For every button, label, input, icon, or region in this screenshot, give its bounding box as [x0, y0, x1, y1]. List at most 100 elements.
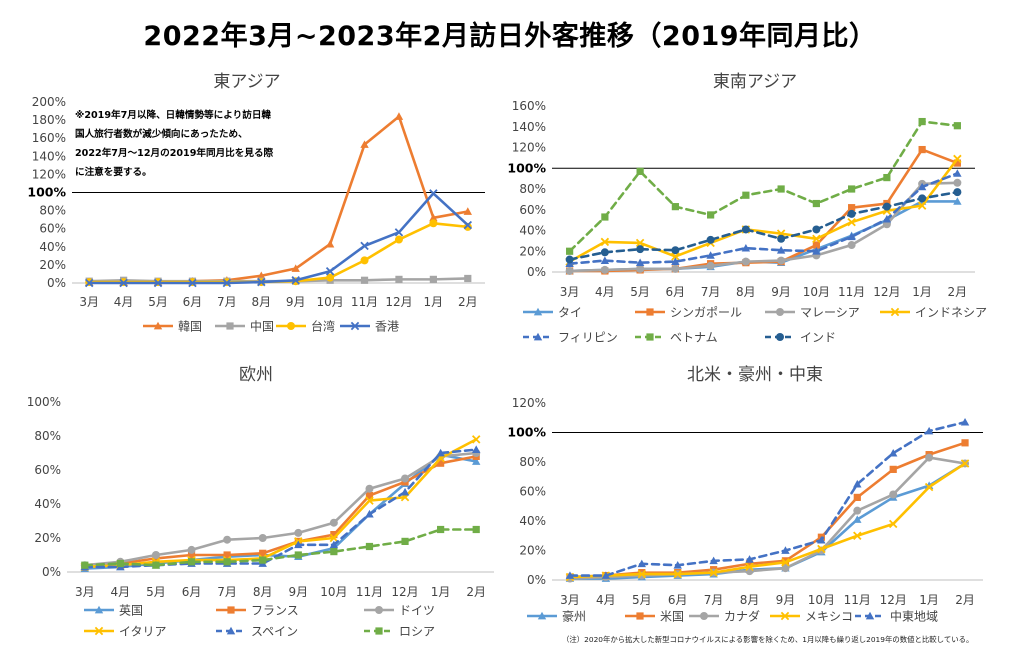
data-point — [223, 558, 231, 566]
series-line — [568, 157, 959, 263]
legend-marker — [776, 333, 784, 341]
chart-note-line: ※2019年7月以降、日韓情勢等により訪日韓 — [75, 109, 271, 121]
data-point — [222, 278, 232, 288]
data-point — [882, 202, 891, 211]
x-tick-label: 4月 — [595, 285, 615, 299]
series-line — [568, 420, 967, 577]
chart-europe: 欧州 0% 20% 40% 60% 80% 100% 3月 4月 5月 6月 7月 8月 9月 10月 11月… — [27, 365, 494, 639]
legend-label: イタリア — [119, 625, 167, 639]
series-1 — [566, 145, 961, 275]
legend-label: 豪州 — [562, 609, 586, 624]
data-point — [84, 278, 94, 288]
data-point — [153, 278, 163, 288]
data-point — [847, 241, 856, 250]
legend-item: 米国 — [625, 610, 684, 624]
legend-item: 豪州 — [527, 609, 586, 624]
x-tick-label: 8月 — [251, 295, 271, 309]
data-point — [365, 491, 374, 500]
data-point — [960, 417, 970, 426]
data-point — [600, 265, 609, 274]
data-point — [953, 197, 962, 205]
x-tick-label: 2月 — [955, 593, 975, 607]
data-point — [637, 571, 646, 580]
data-point — [745, 562, 754, 571]
data-point — [437, 459, 445, 467]
x-tick-label: 8月 — [253, 585, 273, 599]
y-tick-label: 100% — [27, 185, 66, 200]
y-tick-label: 80% — [39, 204, 66, 218]
x-tick-label: 12月 — [385, 295, 412, 309]
data-point — [853, 531, 862, 540]
x-tick-label: 5月 — [632, 593, 652, 607]
series-line — [83, 451, 478, 567]
data-point — [706, 261, 715, 270]
legend-label: スペイン — [251, 625, 298, 639]
data-point — [812, 225, 821, 234]
y-tick-label: 180% — [32, 113, 66, 127]
legend-item: 中東地域 — [855, 609, 938, 624]
data-point — [671, 252, 680, 261]
chart-panel-southeast-asia: 東南アジア 0% 20% 40% 60% 80% 100% 120% 140% 160% 3月 4月 5… — [505, 62, 1010, 357]
data-point — [953, 154, 962, 164]
y-tick-label: 0% — [47, 276, 66, 290]
legend-item: 中国 — [215, 319, 274, 334]
data-point — [360, 256, 369, 265]
legend-item: メキシコ — [770, 610, 853, 624]
data-point — [401, 537, 409, 545]
y-tick-label: 160% — [32, 131, 66, 145]
x-tick-label: 11月 — [844, 593, 871, 607]
data-point — [188, 278, 197, 288]
data-point — [151, 551, 160, 559]
data-point — [953, 169, 962, 177]
data-point — [365, 510, 374, 518]
data-point — [781, 557, 790, 565]
legend-label: カナダ — [724, 609, 760, 624]
data-point — [464, 274, 472, 283]
series-2 — [565, 178, 962, 275]
data-point — [325, 266, 335, 276]
data-point — [395, 275, 403, 283]
data-point — [329, 518, 338, 527]
legend-item: インドネシア — [880, 306, 987, 320]
data-point — [636, 245, 645, 254]
data-point — [365, 496, 374, 505]
x-tick-label: 7月 — [217, 295, 237, 309]
y-tick-label: 0% — [527, 265, 546, 279]
data-point — [707, 211, 715, 219]
data-point — [360, 241, 369, 251]
x-tick-label: 1月 — [912, 285, 932, 299]
data-point — [463, 220, 473, 230]
data-point — [429, 275, 437, 283]
x-tick-label: 6月 — [183, 295, 203, 309]
series-line — [568, 462, 967, 579]
legend: 韓国 中国 台湾 香港 — [143, 319, 399, 334]
legend-item: フィリピン — [523, 331, 618, 345]
x-tick-label: 2月 — [458, 295, 478, 309]
legend-item: イタリア — [84, 625, 167, 639]
data-point — [889, 448, 898, 457]
y-tick-label: 120% — [512, 396, 546, 410]
data-point — [116, 559, 124, 568]
x-tick-label: 6月 — [666, 285, 686, 299]
y-tick-label: 40% — [519, 514, 546, 528]
y-tick-label: 100% — [507, 160, 546, 175]
legend-marker — [350, 321, 360, 331]
data-point — [777, 234, 786, 243]
x-tick-label: 2月 — [948, 285, 968, 299]
data-point — [918, 194, 927, 203]
legend-marker — [226, 626, 236, 635]
y-tick-label: 120% — [512, 141, 546, 155]
chart-title: 欧州 — [239, 365, 273, 385]
data-point — [706, 251, 715, 259]
data-point — [81, 561, 89, 569]
data-point — [671, 257, 680, 265]
x-tick-label: 6月 — [182, 585, 202, 599]
series-line — [87, 115, 470, 284]
data-point — [187, 558, 196, 566]
y-tick-label: 80% — [519, 455, 546, 469]
legend-marker — [287, 322, 295, 330]
data-point — [472, 457, 481, 465]
legend-marker — [533, 307, 543, 316]
series-2 — [80, 449, 481, 570]
x-tick-label: 8月 — [736, 285, 756, 299]
